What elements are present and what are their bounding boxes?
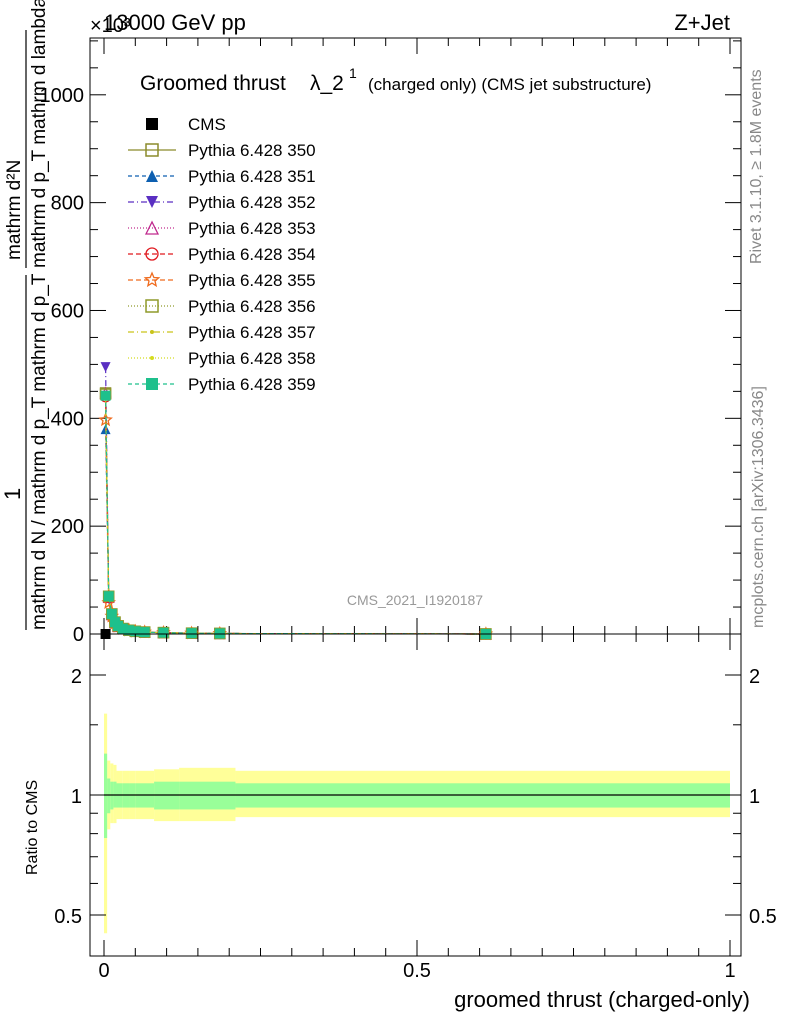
data-point <box>158 627 169 638</box>
legend-item-p359: Pythia 6.428 359 <box>128 375 316 394</box>
legend-item-p350: Pythia 6.428 350 <box>128 141 316 160</box>
data-point <box>103 591 114 602</box>
ylabel-one: 1 <box>0 488 25 500</box>
ratio-axes: 0.5 0.5 1 1 2 2 0 0.5 1 <box>54 634 777 982</box>
legend-item-p355: Pythia 6.428 355 <box>128 271 316 290</box>
y-tick-label: 0 <box>73 624 84 646</box>
band-inner <box>104 753 108 839</box>
data-point <box>98 412 113 427</box>
data-point <box>144 220 160 235</box>
x-tick-label: 0.5 <box>403 960 431 982</box>
title-main: Groomed thrust <box>140 72 286 95</box>
mcplots-label: mcplots.cern.ch [arXiv:1306.3436] <box>750 386 767 628</box>
data-point <box>214 628 225 639</box>
legend-label: Pythia 6.428 357 <box>188 323 316 342</box>
process-label: Z+Jet <box>674 10 730 35</box>
data-point <box>100 362 111 373</box>
ratio-y-tick-label: 1 <box>71 786 82 808</box>
legend-label: Pythia 6.428 352 <box>188 193 316 212</box>
title-suffix: (charged only) (CMS jet substructure) <box>368 75 651 94</box>
legend-item-p353: Pythia 6.428 353 <box>128 219 316 238</box>
data-point <box>130 626 141 637</box>
legend-label: Pythia 6.428 353 <box>188 219 316 238</box>
legend-item-p351: Pythia 6.428 351 <box>128 167 316 186</box>
legend-item-p356: Pythia 6.428 356 <box>128 297 316 316</box>
data-point <box>146 196 158 208</box>
data-point <box>145 299 159 313</box>
data-point <box>106 609 117 620</box>
legend-label: Pythia 6.428 355 <box>188 271 316 290</box>
legend: CMS Pythia 6.428 350 Pythia 6.428 351 Pythi… <box>128 115 316 394</box>
ratio-y-tick-label-right: 0.5 <box>749 906 777 928</box>
data-point <box>146 378 158 390</box>
energy-label: 13000 GeV pp <box>104 10 246 35</box>
data-point <box>100 390 111 401</box>
ratio-y-tick-label: 2 <box>71 666 82 688</box>
legend-item-p352: Pythia 6.428 352 <box>128 193 316 212</box>
ratio-bands <box>104 713 730 934</box>
ylabel-denominator: mathrm d N / mathrm d p_T mathrm d p_T <box>29 273 50 630</box>
series-p359 <box>100 390 491 639</box>
y-tick-label: 400 <box>51 408 84 430</box>
data-point <box>150 330 154 334</box>
data-point <box>186 628 197 639</box>
legend-item-p357: Pythia 6.428 357 <box>128 323 316 342</box>
data-point <box>145 247 159 261</box>
data-point <box>146 118 158 130</box>
legend-label: Pythia 6.428 354 <box>188 245 316 264</box>
analysis-tag: CMS_2021_I1920187 <box>347 592 483 608</box>
ratio-y-tick-label-right: 2 <box>749 666 760 688</box>
y-tick-label: 600 <box>51 300 84 322</box>
data-point <box>139 627 150 638</box>
title-lambda: λ_2 <box>310 72 344 95</box>
y-tick-label: 200 <box>51 516 84 538</box>
legend-label: CMS <box>188 115 226 134</box>
ylabel-numerator-alt: mathrm d p_T mathrm d lambda <box>29 0 50 268</box>
data-point <box>143 271 161 288</box>
x-tick-label: 1 <box>724 960 735 982</box>
legend-item-cms: CMS <box>146 115 226 134</box>
main-axes: 0 200 400 600 800 1000 <box>40 38 741 646</box>
ratio-ylabel: Ratio to CMS <box>24 780 41 875</box>
data-point <box>146 170 158 182</box>
y-tick-label: 1000 <box>40 85 85 107</box>
y-tick-label: 800 <box>51 193 84 215</box>
data-point <box>145 143 159 157</box>
ratio-y-tick-label: 0.5 <box>54 906 82 928</box>
band-inner <box>107 778 111 814</box>
main-series <box>98 362 494 641</box>
legend-label: Pythia 6.428 358 <box>188 349 316 368</box>
legend-item-p354: Pythia 6.428 354 <box>128 245 316 264</box>
legend-label: Pythia 6.428 351 <box>188 167 316 186</box>
legend-item-p358: Pythia 6.428 358 <box>128 349 316 368</box>
main-title: Groomed thrust λ_2 1 (charged only) (CMS… <box>140 65 651 95</box>
rivet-label: Rivet 3.1.10, ≥ 1.8M events <box>748 69 765 264</box>
title-superscript: 1 <box>349 65 357 81</box>
ylabel-numerator: mathrm d²N <box>4 160 25 260</box>
axis-exponent: ×10³ <box>90 15 131 37</box>
data-point <box>150 356 154 360</box>
legend-label: Pythia 6.428 359 <box>188 375 316 394</box>
main-ylabel: 1 mathrm d N / mathrm d p_T mathrm d p_T… <box>0 0 50 630</box>
x-tick-label: 0 <box>98 960 109 982</box>
data-point <box>124 625 135 636</box>
xlabel: groomed thrust (charged-only) <box>454 987 750 1012</box>
data-point <box>117 623 128 634</box>
ratio-y-tick-label-right: 1 <box>749 786 760 808</box>
legend-label: Pythia 6.428 356 <box>188 297 316 316</box>
legend-label: Pythia 6.428 350 <box>188 141 316 160</box>
